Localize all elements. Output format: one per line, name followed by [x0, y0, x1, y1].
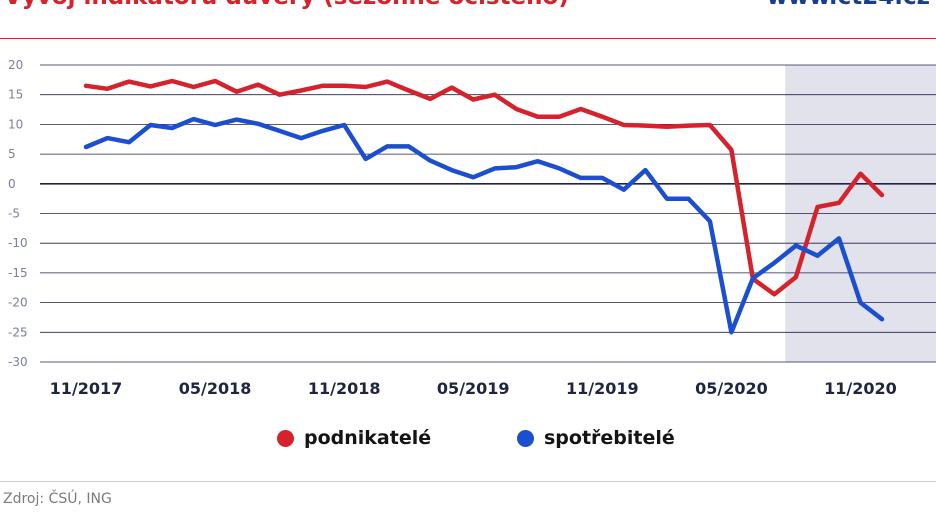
x-tick-label: 11/2020 — [824, 379, 897, 398]
legend-label-consumer: spotřebitelé — [544, 427, 675, 449]
y-tick-label: -5 — [8, 207, 20, 221]
legend-item-consumer: spotřebitelé — [517, 426, 675, 450]
legend-dot-blue — [517, 429, 534, 447]
legend-dot-red — [277, 429, 294, 447]
source-note: Zdroj: ČSÚ, ING — [3, 491, 112, 507]
y-tick-label: -20 — [8, 296, 28, 310]
x-tick-label: 11/2018 — [308, 379, 381, 398]
chart-title: Vývoj indikátorů důvěry (sezónně očištěn… — [4, 0, 569, 10]
x-tick-label: 11/2017 — [50, 379, 123, 398]
y-tick-label: -25 — [8, 325, 28, 339]
y-tick-label: -30 — [8, 355, 28, 369]
legend-item-business: podnikatelé — [277, 426, 431, 450]
header: Vývoj indikátorů důvěry (sezónně očištěn… — [0, 0, 936, 39]
series-line-business — [83, 78, 885, 297]
x-tick-label: 05/2018 — [179, 379, 252, 398]
y-tick-label: 0 — [8, 177, 16, 191]
site-url[interactable]: www.ct24.cz — [767, 0, 930, 10]
y-tick-label: -15 — [8, 266, 28, 280]
line-chart: 20 15 10 5 0 -5 -10 -15 -20 -25 -30 11/2017 05/2018 1… — [8, 58, 936, 398]
x-tick-label: 05/2020 — [695, 379, 768, 398]
y-tick-label: 20 — [8, 58, 23, 72]
y-tick-label: 5 — [8, 147, 16, 161]
legend-label-business: podnikatelé — [304, 427, 432, 449]
x-tick-label: 11/2019 — [566, 379, 639, 398]
series-line-consumer — [83, 116, 885, 335]
x-tick-label: 05/2019 — [437, 379, 510, 398]
y-tick-label: 10 — [8, 117, 23, 131]
y-tick-label: 15 — [8, 88, 23, 102]
footer-divider — [0, 481, 936, 482]
y-tick-label: -10 — [8, 236, 28, 250]
